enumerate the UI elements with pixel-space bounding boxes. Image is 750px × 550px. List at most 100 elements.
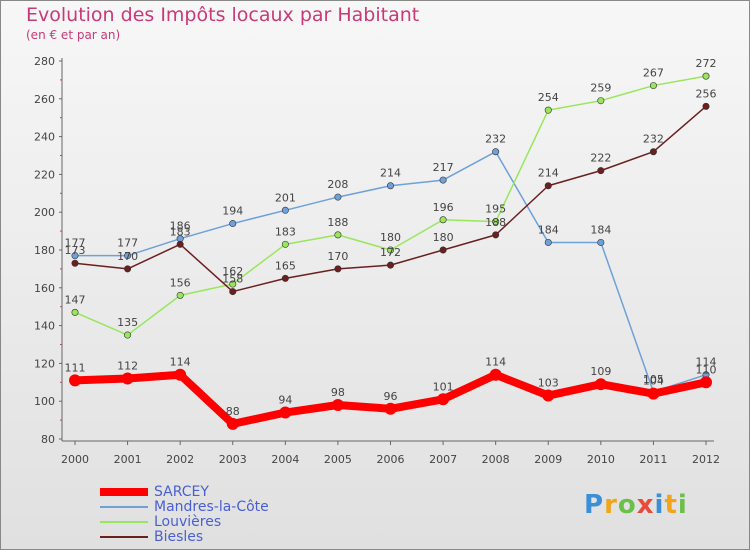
data-point: [437, 393, 450, 406]
data-point: [439, 246, 447, 254]
x-tick-label: 2011: [639, 453, 667, 466]
data-label: 114: [170, 356, 191, 369]
y-tick-label: 140: [34, 320, 55, 333]
data-label: 267: [643, 67, 664, 80]
data-label: 183: [170, 225, 191, 238]
data-label: 135: [117, 316, 138, 329]
data-point: [121, 372, 134, 385]
chart-subtitle: (en € et par an): [26, 28, 121, 42]
data-point: [542, 389, 555, 402]
data-label: 98: [331, 386, 345, 399]
x-tick-label: 2001: [114, 453, 142, 466]
data-point: [492, 218, 500, 226]
legend-swatch-biesles: [100, 535, 148, 538]
data-point: [544, 238, 552, 246]
x-tick-label: 2002: [166, 453, 194, 466]
data-point: [176, 240, 184, 248]
data-point: [174, 368, 187, 381]
data-point: [700, 376, 712, 389]
data-label: 114: [696, 356, 717, 369]
y-tick-label: 80: [41, 433, 55, 446]
x-tick-label: 2006: [377, 453, 405, 466]
data-point: [647, 387, 660, 400]
legend-swatch-sarcey: [100, 487, 148, 496]
y-tick-label: 180: [34, 244, 55, 257]
data-label: 165: [275, 259, 296, 272]
data-label: 196: [433, 201, 454, 214]
x-tick-label: 2000: [61, 453, 89, 466]
data-label: 188: [327, 216, 348, 229]
data-label: 112: [117, 360, 138, 373]
data-label: 186: [170, 220, 191, 233]
data-label: 101: [433, 380, 454, 393]
data-point: [71, 259, 79, 267]
y-tick-label: 100: [34, 395, 55, 408]
data-label: 110: [696, 363, 717, 376]
series-line-louvires: [74, 75, 707, 336]
data-point: [702, 102, 710, 110]
data-label: 188: [485, 216, 506, 229]
data-label: 177: [65, 237, 86, 250]
data-label: 94: [278, 394, 292, 407]
data-point: [386, 246, 394, 254]
y-tick-label: 260: [34, 93, 55, 106]
data-label: 208: [327, 178, 348, 191]
data-label: 158: [222, 273, 243, 286]
data-point: [649, 148, 657, 156]
y-tick-label: 220: [34, 168, 55, 181]
data-point: [334, 193, 342, 201]
data-point: [492, 148, 500, 156]
data-label: 111: [65, 361, 86, 374]
data-label: 232: [643, 133, 664, 146]
data-point: [597, 238, 605, 246]
data-point: [71, 308, 79, 316]
data-label: 170: [327, 250, 348, 263]
legend-item-mandres: Mandres-la-Côte: [100, 498, 269, 515]
legend-item-biesles: Biesles: [100, 529, 269, 545]
data-label: 170: [117, 250, 138, 263]
data-point: [594, 378, 607, 391]
data-label: 222: [590, 152, 611, 165]
data-point: [597, 167, 605, 175]
data-label: 114: [485, 356, 506, 369]
y-tick-label: 240: [34, 131, 55, 144]
chart-title: Evolution des Impôts locaux par Habitant: [26, 4, 420, 26]
x-tick-label: 2012: [692, 453, 720, 466]
data-point: [386, 182, 394, 190]
x-tick-label: 2003: [219, 453, 247, 466]
legend-label-mandres: Mandres-la-Côte: [154, 498, 269, 515]
data-label: 195: [485, 203, 506, 216]
chart-legend: SARCEY Mandres-la-Côte Louvières Biesles: [100, 484, 269, 545]
x-tick-label: 2005: [324, 453, 352, 466]
data-point: [649, 82, 657, 90]
data-label: 184: [590, 223, 611, 236]
data-point: [229, 288, 237, 296]
legend-item-louvieres: Louvières: [100, 513, 269, 530]
data-label: 217: [433, 161, 454, 174]
data-label: 104: [643, 375, 664, 388]
data-point: [124, 252, 132, 260]
data-point: [124, 265, 132, 273]
data-label: 162: [222, 265, 243, 278]
data-point: [439, 176, 447, 184]
y-tick-label: 160: [34, 282, 55, 295]
data-label: 194: [222, 205, 243, 218]
data-label: 184: [538, 223, 559, 236]
x-tick-label: 2007: [429, 453, 457, 466]
data-point: [702, 72, 710, 80]
y-tick-label: 280: [34, 55, 55, 68]
y-tick-label: 120: [34, 357, 55, 370]
data-label: 177: [117, 237, 138, 250]
data-point: [331, 398, 344, 411]
proxiti-logo: Proxiti: [584, 490, 688, 520]
data-label: 254: [538, 91, 559, 104]
data-point: [544, 106, 552, 114]
x-tick-label: 2009: [534, 453, 562, 466]
data-label: 272: [696, 57, 717, 70]
data-label: 183: [275, 225, 296, 238]
legend-label-louvieres: Louvières: [154, 513, 222, 530]
y-tick-label: 200: [34, 206, 55, 219]
legend-swatch-louvieres: [100, 520, 148, 523]
data-label: 180: [380, 231, 401, 244]
